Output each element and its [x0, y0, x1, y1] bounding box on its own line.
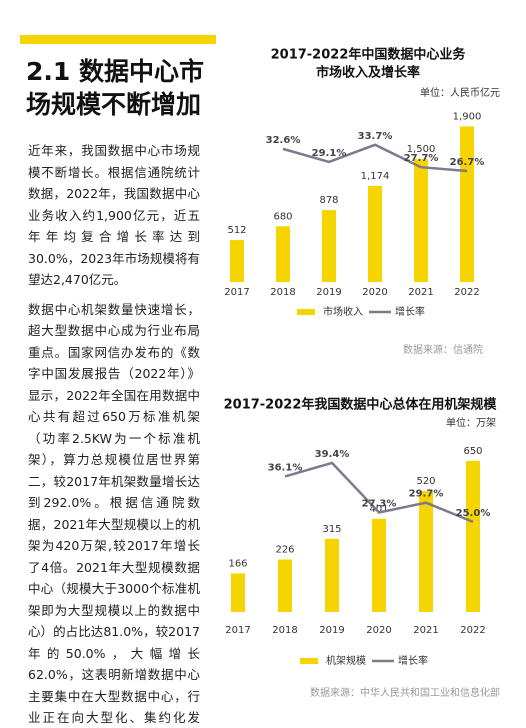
bar-value-label: 401 — [369, 504, 388, 515]
bar-value-label: 878 — [319, 195, 338, 206]
source: 数据来源：中华人民共和国工业和信息化部 — [310, 686, 500, 699]
bar-value-label: 1,500 — [407, 144, 436, 155]
line-value-label: 33.7% — [358, 131, 393, 142]
unit-label: 单位：人民币亿元 — [420, 86, 500, 99]
heading: 2.1 数据中心市 场规模不断增加 — [26, 55, 204, 121]
bar — [466, 460, 480, 612]
paragraph: 近年来，我国数据中心市场规模不断增长。根据信通院统计数据，2022年，我国数据中… — [28, 143, 200, 287]
bar — [278, 559, 292, 612]
bar — [460, 126, 474, 282]
line-value-label: 39.4% — [315, 449, 350, 460]
paragraph: 数据中心机架数量快速增长，超大型数据中心成为行业布局重点。国家网信办发布的《数字… — [28, 301, 200, 726]
bar — [372, 518, 386, 612]
bar — [276, 226, 290, 282]
bar — [322, 210, 336, 282]
growth-line — [284, 461, 474, 524]
line-value-label: 25.0% — [456, 508, 491, 519]
legend-label: 机架规模 — [326, 654, 366, 667]
bar — [414, 159, 428, 282]
growth-line — [282, 143, 468, 173]
line-value-label: 32.6% — [266, 135, 301, 146]
x-tick-label: 2018 — [272, 625, 297, 636]
chart-title: 2017-2022年我国数据中心总体在用机架规模 — [224, 397, 498, 413]
bar-value-label: 1,174 — [361, 171, 390, 182]
x-tick-label: 2021 — [413, 625, 438, 636]
accent-bar — [20, 35, 216, 44]
bar-value-label: 512 — [227, 225, 246, 236]
x-tick-label: 2020 — [362, 287, 387, 298]
legend-label: 增长率 — [398, 654, 428, 667]
chart-title: 市场收入及增长率 — [316, 65, 420, 81]
heading-line: 场规模不断增加 — [26, 90, 202, 119]
bar-value-label: 1,900 — [453, 111, 482, 122]
line-value-label: 29.7% — [409, 489, 444, 500]
x-tick-label: 2019 — [319, 625, 344, 636]
bar — [419, 491, 433, 612]
bar-value-label: 680 — [273, 211, 292, 222]
x-tick-label: 2022 — [460, 625, 485, 636]
line-value-label: 36.1% — [268, 462, 303, 473]
bar-value-label: 315 — [322, 524, 341, 535]
bar-value-label: 226 — [275, 544, 294, 555]
body-text: 近年来，我国数据中心市场规模不断增长。根据信通院统计数据，2022年，我国数据中… — [28, 140, 200, 728]
legend-swatch — [297, 309, 315, 315]
x-tick-label: 2020 — [366, 625, 391, 636]
chart-title: 2017-2022年中国数据中心业务 — [271, 47, 467, 63]
x-tick-label: 2019 — [316, 287, 341, 298]
line-value-label: 29.1% — [312, 148, 347, 159]
bar — [368, 185, 382, 282]
x-tick-label: 2022 — [454, 287, 479, 298]
x-tick-label: 2017 — [224, 287, 249, 298]
line-value-label: 26.7% — [450, 157, 485, 168]
heading-line: 2.1 数据中心市 — [26, 57, 204, 86]
legend-label: 市场收入 — [323, 305, 363, 318]
bar — [230, 240, 244, 282]
bar-value-label: 166 — [228, 558, 247, 569]
unit-label: 单位：万架 — [446, 416, 496, 429]
bar — [231, 573, 245, 612]
bar-value-label: 650 — [463, 446, 482, 457]
line-value-label: 27.3% — [362, 498, 397, 509]
bar-value-label: 520 — [416, 476, 435, 487]
x-tick-label: 2021 — [408, 287, 433, 298]
line-value-label: 27.7% — [404, 153, 439, 164]
legend-label: 增长率 — [395, 305, 425, 318]
source: 数据来源：信通院 — [403, 343, 483, 356]
x-tick-label: 2018 — [270, 287, 295, 298]
legend-swatch — [300, 658, 318, 664]
bar — [325, 538, 339, 612]
x-tick-label: 2017 — [225, 625, 250, 636]
